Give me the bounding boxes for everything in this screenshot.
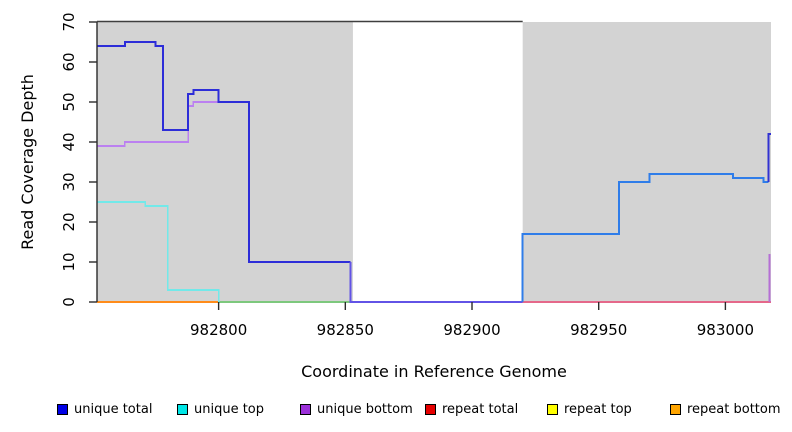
series-zero-line-violet-overlap bbox=[349, 262, 523, 303]
y-tick-label: 10 bbox=[60, 252, 78, 271]
shaded-region-1 bbox=[97, 22, 353, 302]
shaded-region-2 bbox=[522, 22, 771, 302]
legend-item-unique-total: unique total bbox=[57, 402, 152, 417]
x-tick-label: 983000 bbox=[697, 321, 754, 339]
x-tick-label: 982950 bbox=[570, 321, 627, 339]
legend-item-repeat-top: repeat top bbox=[547, 402, 632, 417]
x-tick-label: 982800 bbox=[190, 321, 247, 339]
series-right-edge-spike-blue bbox=[767, 132, 771, 182]
y-tick-label: 20 bbox=[60, 212, 78, 231]
x-axis-title: Coordinate in Reference Genome bbox=[301, 362, 567, 381]
legend-label: unique top bbox=[194, 402, 265, 417]
legend-label: unique bottom bbox=[317, 402, 413, 417]
x-tick-label: 982850 bbox=[317, 321, 374, 339]
legend-swatch-icon bbox=[300, 404, 311, 415]
y-axis-title: Read Coverage Depth bbox=[18, 74, 37, 250]
y-tick-label: 50 bbox=[60, 92, 78, 111]
legend-swatch-icon bbox=[425, 404, 436, 415]
legend-label: unique total bbox=[74, 402, 153, 417]
legend-item-unique-top: unique top bbox=[177, 402, 264, 417]
series-unique-total-left bbox=[97, 41, 351, 263]
y-tick-label: 40 bbox=[60, 132, 78, 151]
legend: unique total unique top unique bottom repea… bbox=[0, 398, 792, 428]
legend-label: repeat bottom bbox=[687, 402, 781, 417]
series-unique-top bbox=[97, 201, 220, 302]
series-unique-total-right bbox=[521, 173, 769, 302]
legend-swatch-icon bbox=[670, 404, 681, 415]
legend-label: repeat total bbox=[442, 402, 519, 417]
legend-swatch-icon bbox=[177, 404, 188, 415]
legend-item-repeat-total: repeat total bbox=[425, 402, 518, 417]
x-tick-label: 982900 bbox=[443, 321, 500, 339]
legend-swatch-icon bbox=[57, 404, 68, 415]
y-tick-label: 70 bbox=[60, 12, 78, 31]
legend-swatch-icon bbox=[547, 404, 558, 415]
y-tick-label: 60 bbox=[60, 52, 78, 71]
legend-label: repeat top bbox=[564, 402, 632, 417]
coverage-plot: 0 10 20 30 40 50 60 70 982800 982850 982900 982950 9… bbox=[18, 12, 771, 381]
legend-item-unique-bottom: unique bottom bbox=[300, 402, 413, 417]
legend-item-repeat-bottom: repeat bottom bbox=[670, 402, 781, 417]
y-tick-label: 30 bbox=[60, 172, 78, 191]
y-tick-label: 0 bbox=[60, 297, 78, 307]
